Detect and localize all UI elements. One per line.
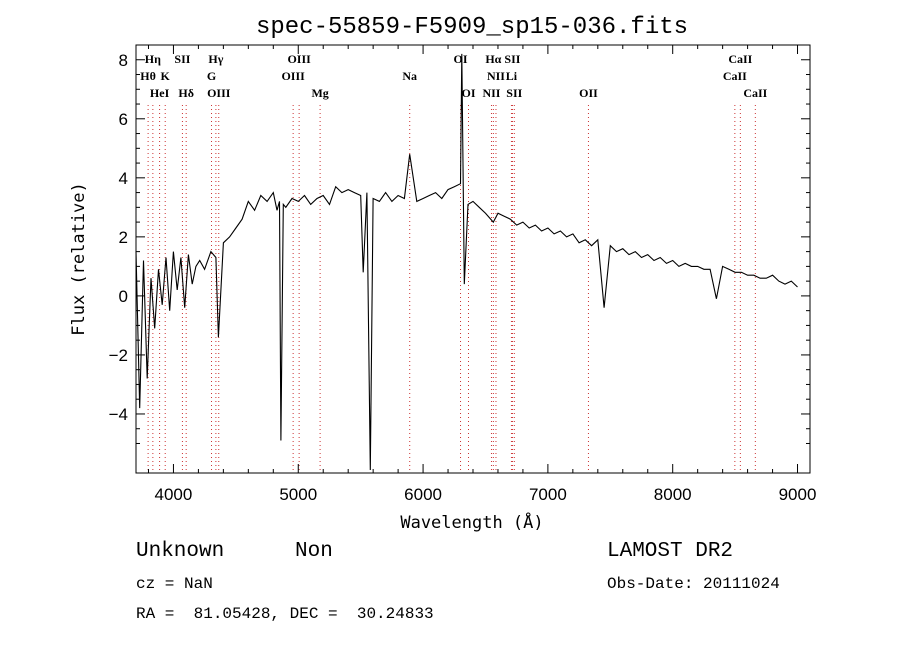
x-tick-label-5: 9000 xyxy=(779,485,817,504)
plot-frame xyxy=(135,44,811,474)
line-label-16: SII xyxy=(504,52,520,66)
survey-name: LAMOST DR2 xyxy=(607,540,734,563)
x-tick-label-0: 4000 xyxy=(155,485,193,504)
line-label-3: HeI xyxy=(150,86,170,100)
line-label-2: K xyxy=(161,69,171,83)
line-label-14: OI xyxy=(461,86,475,100)
line-label-1: Hθ xyxy=(140,69,156,83)
line-label-11: Mg xyxy=(311,86,328,100)
line-label-20: SII xyxy=(506,86,522,100)
line-label-4: SII xyxy=(174,52,190,66)
y-tick-label-1: −2 xyxy=(109,346,128,365)
y-axis-ticks: −4 −2 0 2 4 6 8 xyxy=(109,51,810,444)
y-tick-label-2: 0 xyxy=(119,287,128,306)
line-label-18: Li xyxy=(506,69,518,83)
y-axis-label: Flux (relative) xyxy=(69,182,89,336)
x-tick-label-3: 7000 xyxy=(529,485,567,504)
observation-date: Obs-Date: 20111024 xyxy=(607,575,780,593)
line-label-13: OI xyxy=(454,52,468,66)
spectrum-line-0 xyxy=(135,53,798,471)
object-class: Unknown xyxy=(136,540,225,563)
y-tick-label-6: 8 xyxy=(119,51,128,70)
object-subclass: Non xyxy=(295,540,333,563)
line-label-24: CaII xyxy=(743,86,767,100)
y-tick-label-0: −4 xyxy=(109,405,128,424)
line-label-10: OIII xyxy=(281,69,305,83)
x-tick-label-4: 8000 xyxy=(654,485,692,504)
line-label-19: NII xyxy=(482,86,500,100)
x-axis-label: Wavelength (Å) xyxy=(400,511,543,533)
y-tick-label-3: 2 xyxy=(119,228,128,247)
line-label-6: Hγ xyxy=(208,52,223,66)
x-tick-label-2: 6000 xyxy=(404,485,442,504)
line-label-8: OIII xyxy=(207,86,231,100)
line-label-12: Na xyxy=(402,69,417,83)
x-tick-label-1: 5000 xyxy=(279,485,317,504)
x-axis-ticks: 4000 5000 6000 7000 8000 9000 xyxy=(147,45,817,504)
line-label-22: CaII xyxy=(728,52,752,66)
y-tick-label-4: 4 xyxy=(119,169,128,188)
line-label-15: Hα xyxy=(485,52,501,66)
line-label-5: Hδ xyxy=(178,86,194,100)
line-label-7: G xyxy=(207,69,216,83)
line-label-0: Hη xyxy=(145,52,161,66)
redshift-cz: cz = NaN xyxy=(136,575,213,593)
y-tick-label-5: 6 xyxy=(119,110,128,129)
line-label-21: OII xyxy=(579,86,598,100)
line-label-17: NII xyxy=(487,69,505,83)
line-label-9: OIII xyxy=(287,52,311,66)
chart-title: spec-55859-F5909_sp15-036.fits xyxy=(256,14,688,41)
sky-coordinates: RA = 81.05428, DEC = 30.24833 xyxy=(136,605,434,623)
line-label-23: CaII xyxy=(723,69,747,83)
spectrum-series xyxy=(135,53,798,471)
